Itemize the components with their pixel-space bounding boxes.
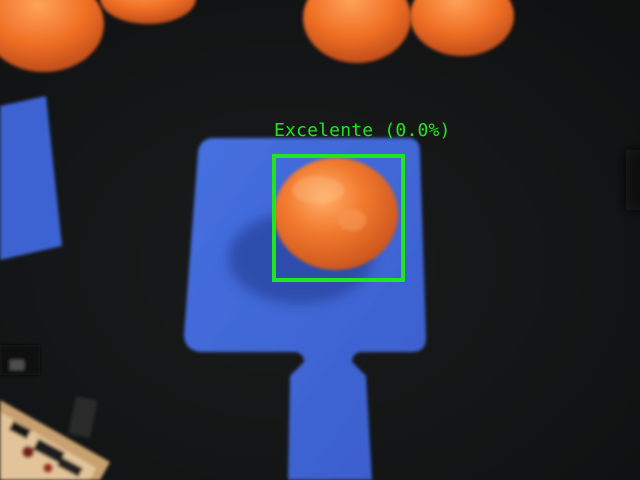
orange-main: [274, 158, 398, 270]
orange-top-left: [0, 0, 104, 72]
orange-top-center-left: [100, 0, 196, 24]
blue-card-left: [0, 96, 62, 260]
orange-top-right: [410, 0, 514, 56]
circuit-board: [0, 345, 110, 480]
dark-object-right: [626, 150, 640, 210]
detection-bounding-box: [272, 154, 405, 282]
orange-top-center: [303, 0, 411, 63]
detection-label: Excelente (0.0%): [274, 120, 451, 141]
